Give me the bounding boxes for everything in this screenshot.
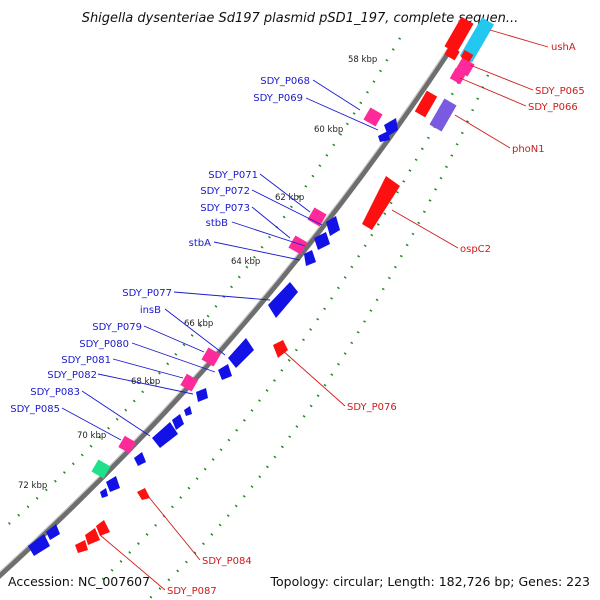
scale-label: 62 kbp (275, 193, 304, 203)
gene-label[interactable]: SDY_P079 (92, 322, 142, 333)
accession-label: Accession: NC_007607 (8, 574, 150, 589)
gene-SDY_P076[interactable] (273, 340, 288, 358)
scale-label: 58 kbp (348, 55, 377, 65)
gene-label[interactable]: SDY_P066 (528, 102, 578, 113)
tick-rings (1, 37, 490, 599)
gene-label[interactable]: SDY_P072 (200, 186, 250, 197)
scale-label: 68 kbp (131, 377, 160, 387)
backbone-arc (0, 36, 461, 579)
gene-blue-100[interactable] (106, 476, 120, 492)
gene-label[interactable]: stbA (189, 238, 211, 249)
scale-label: 64 kbp (231, 257, 260, 267)
gene-SDY_P082[interactable] (196, 388, 208, 402)
gene-SDY_P077[interactable] (268, 282, 298, 318)
gene-SDY_P066[interactable] (449, 67, 467, 85)
gene-label[interactable]: phoN1 (512, 144, 545, 155)
gene-label[interactable]: SDY_P085 (10, 404, 60, 415)
scale-labels: 58 kbp 60 kbp 62 kbp 64 kbp 66 kbp 68 kb… (18, 55, 377, 491)
gene-label[interactable]: SDY_P080 (79, 339, 129, 350)
gene-label[interactable]: stbB (206, 218, 228, 229)
scale-label: 70 kbp (77, 431, 106, 441)
outer-tick-ring (1, 37, 402, 531)
gene-label[interactable]: SDY_P081 (61, 355, 111, 366)
gene-SDY_P084[interactable] (137, 488, 150, 500)
gene-stbB[interactable] (314, 232, 330, 250)
gene-SDY_P071[interactable] (307, 207, 327, 227)
left-labels: SDY_P068 SDY_P069 SDY_P071 SDY_P072 SDY_… (10, 76, 310, 415)
gene-SDY_P080[interactable] (218, 364, 232, 380)
outer-genes (75, 16, 495, 553)
gene-blue-102[interactable] (100, 488, 108, 498)
gene-label[interactable]: ospC2 (460, 244, 491, 255)
gene-blue-55[interactable] (46, 524, 60, 540)
gene-label[interactable]: ushA (551, 42, 576, 53)
gene-label[interactable]: insB (140, 305, 161, 316)
scale-label: 66 kbp (184, 319, 213, 329)
gene-label[interactable]: SDY_P084 (202, 556, 252, 567)
gene-label[interactable]: SDY_P087 (167, 586, 217, 597)
scale-label: 60 kbp (314, 125, 343, 135)
gene-red-small-2[interactable] (460, 50, 474, 62)
gene-SDY_P073[interactable] (288, 235, 308, 255)
gene-SDY_P087-c[interactable] (75, 540, 88, 553)
gene-SDY_P085[interactable] (118, 435, 137, 454)
gene-ushA[interactable] (444, 16, 474, 54)
gene-label[interactable]: SDY_P065 (535, 86, 585, 97)
gene-SDY_P068[interactable] (363, 107, 383, 127)
right-labels: ushA SDY_P065 SDY_P066 phoN1 ospC2 SDY_P… (167, 42, 585, 597)
gene-blue-135[interactable] (134, 452, 146, 466)
gene-phoN1-red[interactable] (414, 90, 438, 118)
scale-label: 72 kbp (18, 481, 47, 491)
gene-SDY_P072[interactable] (326, 216, 340, 236)
gene-stbA[interactable] (304, 250, 316, 266)
gene-SDY_P083-a[interactable] (152, 422, 178, 448)
gene-phoN1[interactable] (429, 98, 457, 132)
gene-label[interactable]: SDY_P082 (47, 370, 97, 381)
gene-insB[interactable] (228, 338, 254, 368)
map-title: Shigella dysenteriae Sd197 plasmid pSD1_… (82, 11, 519, 26)
gene-label[interactable]: SDY_P076 (347, 402, 397, 413)
summary-label: Topology: circular; Length: 182,726 bp; … (270, 574, 591, 589)
gene-label[interactable]: SDY_P083 (30, 387, 80, 398)
right-leader-lines (99, 29, 549, 591)
gene-SDY_P081[interactable] (180, 373, 199, 392)
gene-SDY_P087-a[interactable] (85, 528, 100, 545)
gene-SDY_P079[interactable] (201, 347, 221, 367)
gene-red-small[interactable] (444, 45, 460, 61)
gene-blue-38[interactable] (28, 534, 50, 556)
gene-SDY_P069-b[interactable] (378, 131, 390, 142)
gene-label[interactable]: SDY_P077 (122, 288, 172, 299)
backbone-highlight (0, 35, 457, 573)
inner-genes (28, 107, 398, 556)
gene-cyan[interactable] (459, 17, 495, 63)
left-leader-lines (61, 79, 379, 441)
gene-label[interactable]: SDY_P071 (208, 170, 258, 181)
gene-SDY_P083-b[interactable] (172, 414, 184, 430)
inner-tick-ring-1 (99, 59, 472, 583)
gene-SDY_P087-b[interactable] (96, 520, 110, 536)
gene-label[interactable]: SDY_P069 (253, 93, 303, 104)
gene-label[interactable]: SDY_P068 (260, 76, 310, 87)
gene-rna[interactable] (91, 459, 111, 479)
gene-label[interactable]: SDY_P073 (200, 203, 250, 214)
gene-SDY_P083-c[interactable] (184, 406, 192, 416)
gene-ospC2[interactable] (362, 176, 400, 230)
